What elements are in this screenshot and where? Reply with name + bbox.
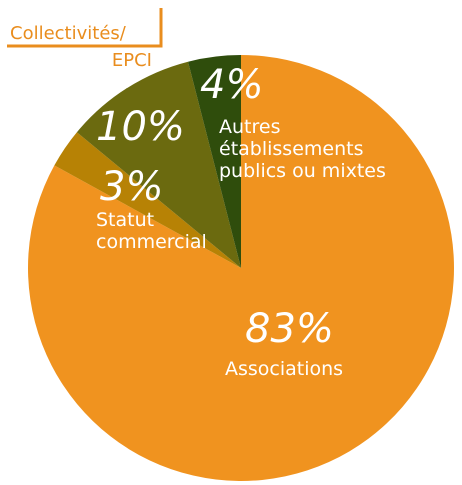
pie-slice-collectivites <box>188 55 241 268</box>
data-label-collectivites: 4% <box>200 62 263 108</box>
callout-label-line2: EPCI <box>112 50 152 71</box>
data-label-statut: 3% <box>100 164 163 210</box>
data-label-autres: 10% <box>96 104 185 150</box>
data-label-associations: 83% <box>245 306 334 352</box>
category-label-statut: Statut commercial <box>96 209 207 253</box>
pie-slice-statut-commercial <box>54 132 241 268</box>
callout-bracket <box>7 8 163 48</box>
category-label-autres: Autres établissements publics ou mixtes <box>219 116 386 182</box>
pie-slices <box>28 55 455 481</box>
pie-slice-autres-etablissements <box>76 61 241 268</box>
category-label-associations: Associations <box>225 358 343 380</box>
callout-label-line1: Collectivités/ <box>10 23 127 44</box>
